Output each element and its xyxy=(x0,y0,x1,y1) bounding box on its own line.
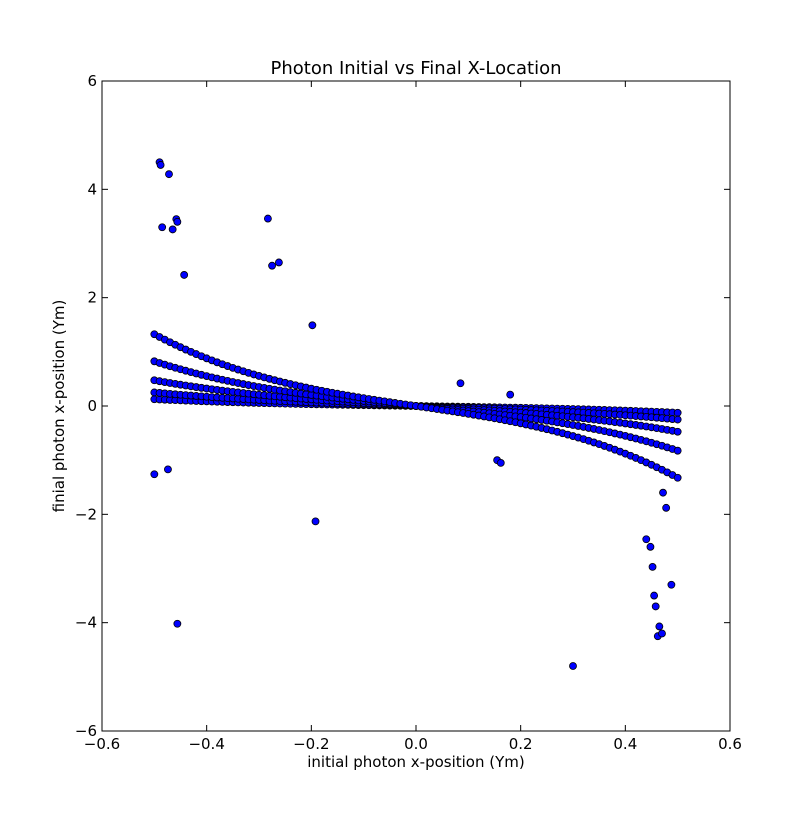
outlier-point xyxy=(168,225,177,234)
band-point xyxy=(673,415,682,424)
axis-ticks: −0.6 −0.4 −0.2 0.0 0.2 0.4 0.6 −6 −4 −2 0 2 4 6 xyxy=(75,72,742,753)
outlier-point xyxy=(651,602,660,611)
outlier-point xyxy=(268,261,276,270)
band-point xyxy=(673,427,682,436)
x-tick-label: 0.2 xyxy=(509,735,533,753)
outlier-point xyxy=(662,503,671,512)
outlier-point xyxy=(173,619,182,628)
y-tick-label: 0 xyxy=(87,397,97,415)
y-tick-label: −2 xyxy=(75,505,97,523)
y-tick-label: 4 xyxy=(87,180,97,198)
outlier-point xyxy=(569,662,577,670)
y-tick-label: −4 xyxy=(75,614,97,632)
x-tick-label: 0.4 xyxy=(613,735,637,753)
outlier-point xyxy=(456,379,465,388)
outlier-point xyxy=(156,161,165,169)
outlier-point xyxy=(648,562,657,571)
data-points xyxy=(150,158,682,670)
x-tick-label: 0.6 xyxy=(718,735,742,753)
chart-title: Photon Initial vs Final X-Location xyxy=(270,58,561,79)
outlier-point xyxy=(180,271,189,279)
outlier-point xyxy=(164,465,172,474)
y-tick-label: 6 xyxy=(87,72,97,90)
outlier-point xyxy=(650,591,659,600)
outlier-point xyxy=(496,458,505,467)
band-point xyxy=(673,446,682,455)
outlier-point xyxy=(506,390,515,399)
outlier-point xyxy=(263,214,272,223)
outlier-point xyxy=(659,488,667,497)
outlier-point xyxy=(173,217,182,226)
outlier-point xyxy=(646,542,655,551)
outlier-point xyxy=(658,629,666,638)
x-axis-label: initial photon x-position (Ym) xyxy=(307,753,525,771)
band-point xyxy=(673,408,682,417)
outlier-point xyxy=(311,517,320,526)
outlier-point xyxy=(642,535,651,544)
x-tick-label: −0.6 xyxy=(84,735,120,753)
x-tick-label: −0.4 xyxy=(188,735,224,753)
outlier-point xyxy=(274,258,283,267)
outlier-point xyxy=(655,622,664,631)
y-axis-label: finial photon x-position (Ym) xyxy=(50,300,68,513)
y-tick-label: −6 xyxy=(75,722,97,740)
x-tick-label: 0.0 xyxy=(404,735,428,753)
x-tick-label: −0.2 xyxy=(293,735,329,753)
outlier-point xyxy=(308,321,317,330)
outlier-point xyxy=(667,580,676,589)
outlier-point xyxy=(150,470,159,479)
outlier-point xyxy=(165,170,173,179)
y-tick-label: 2 xyxy=(87,289,97,307)
band-point xyxy=(673,473,682,482)
outlier-point xyxy=(158,223,167,232)
